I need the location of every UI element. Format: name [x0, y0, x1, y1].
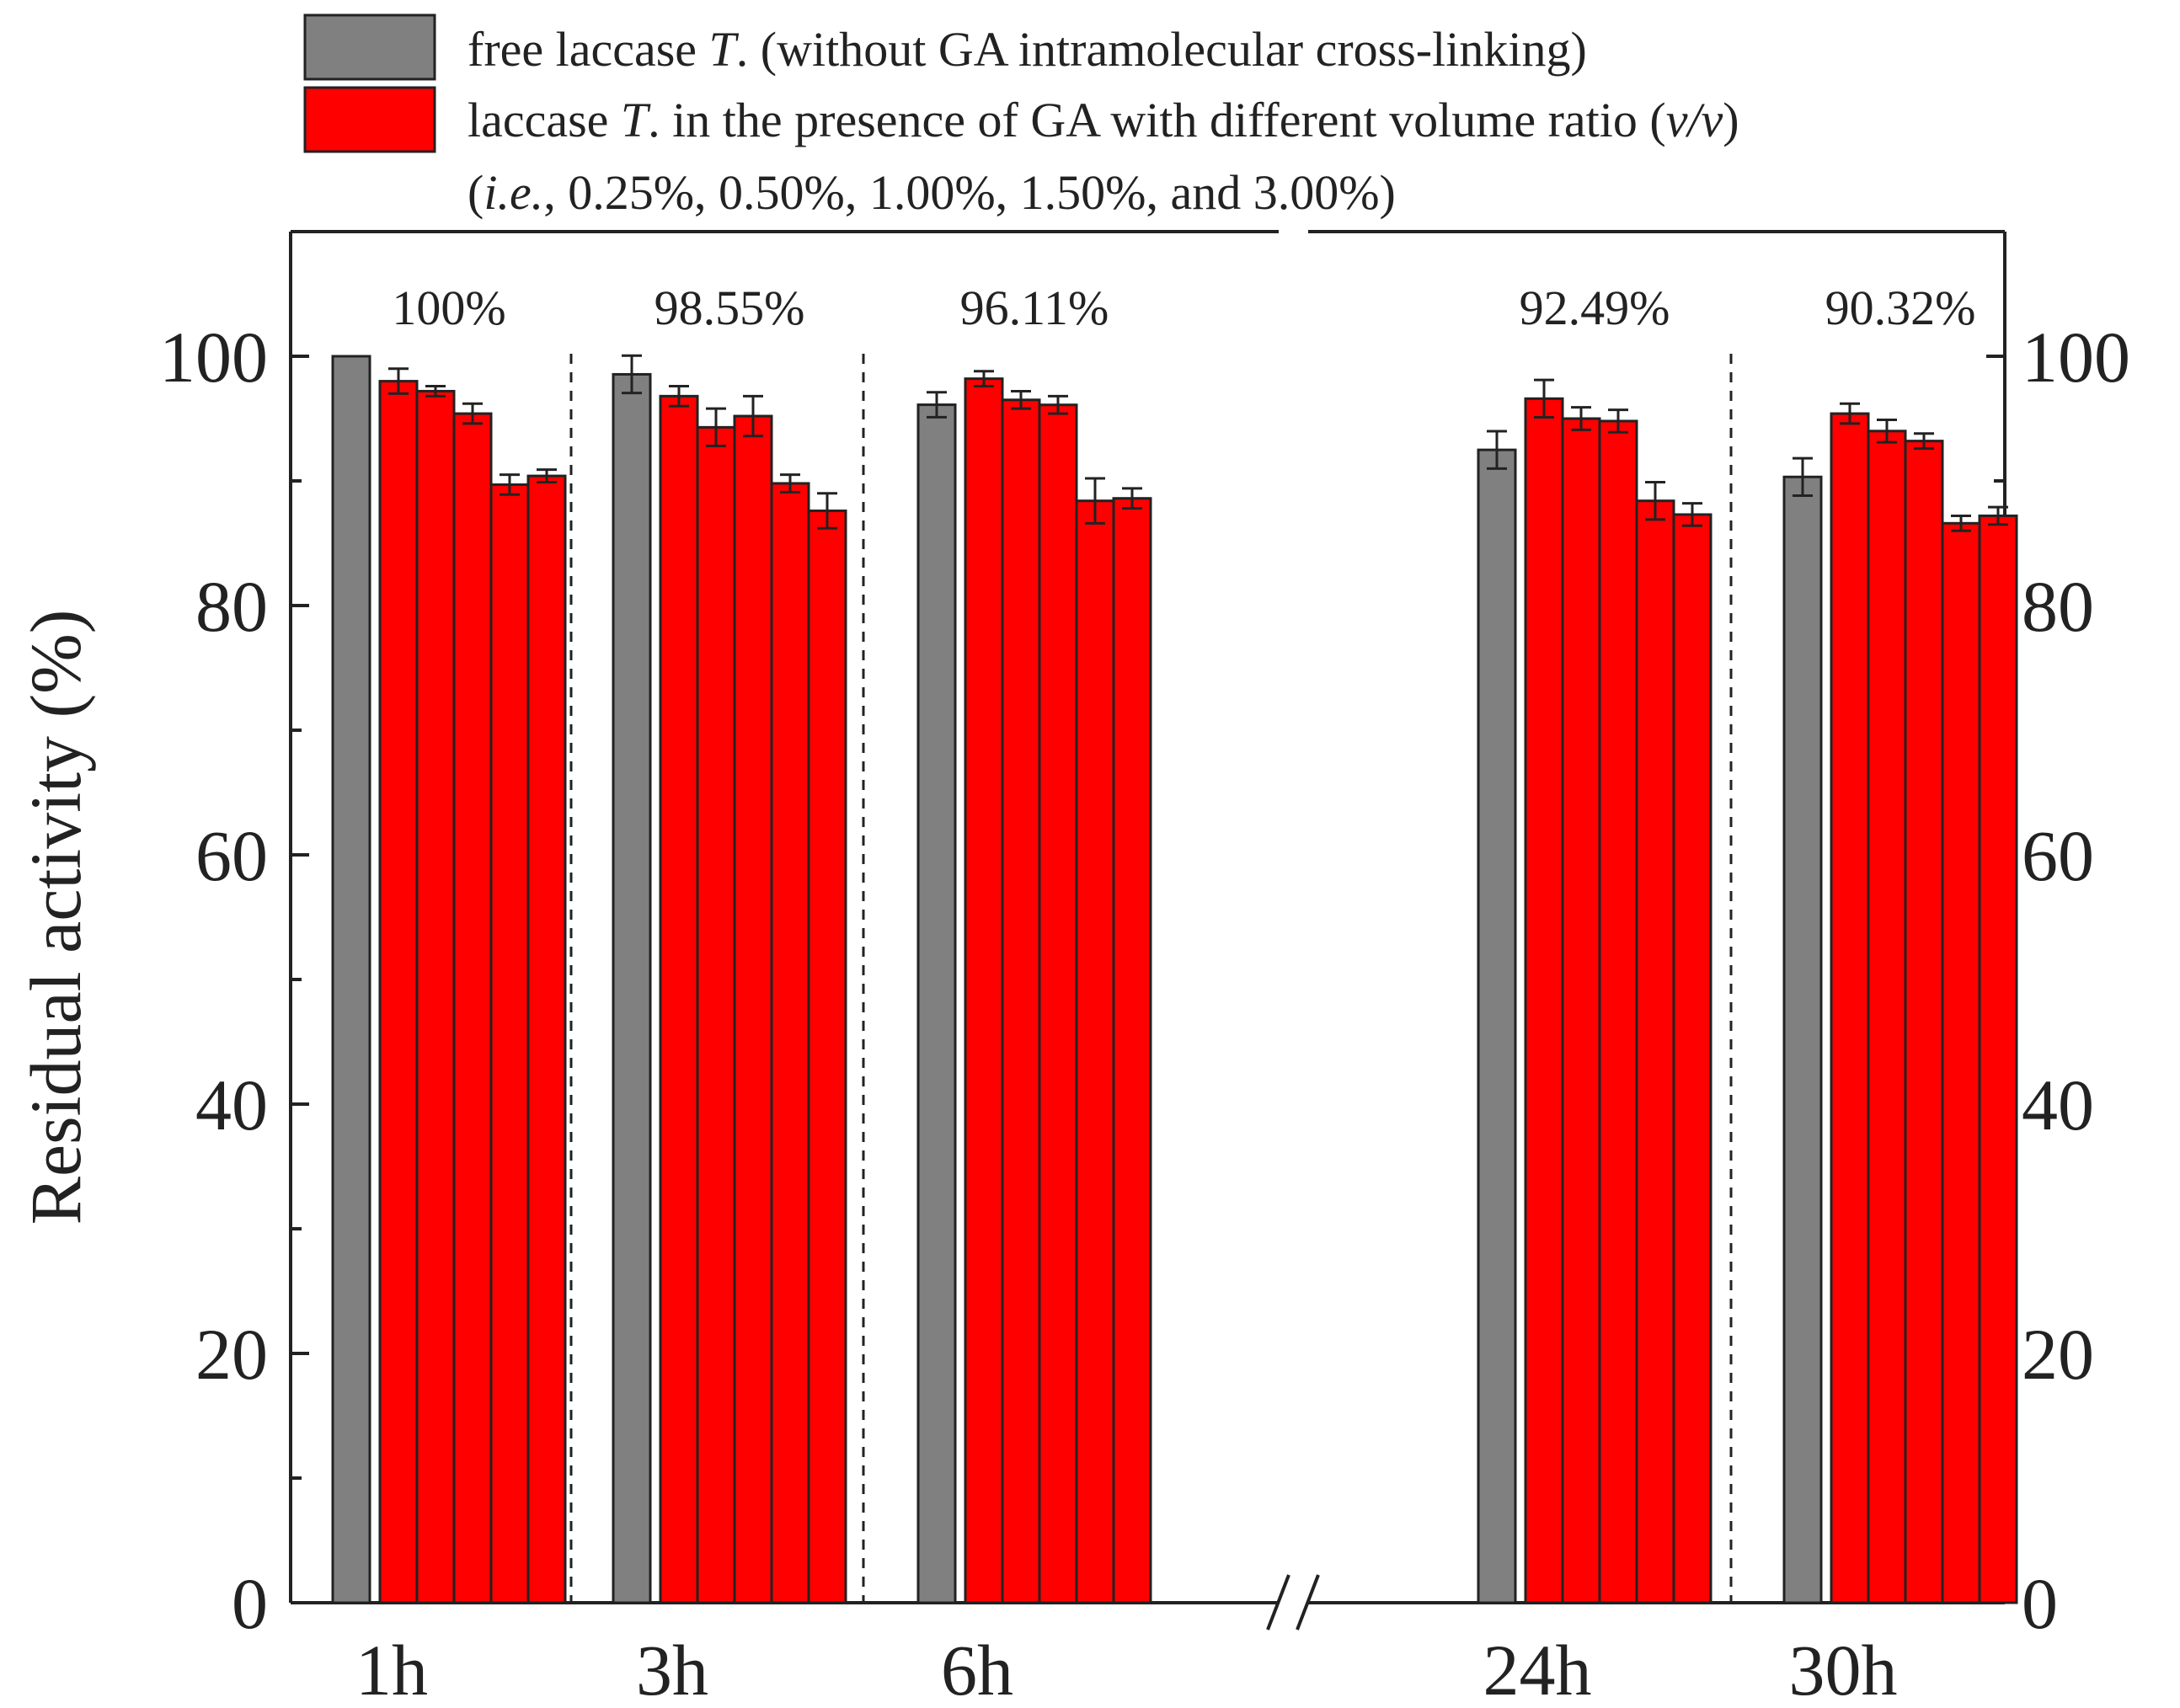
group-value-label-1h: 100%	[392, 280, 505, 335]
x-tick-label-24h: 24h	[1483, 1630, 1592, 1708]
axis-break-mark-1	[1266, 1574, 1290, 1631]
bar-3h-series-2	[696, 425, 736, 1604]
y-axis-label: Residual activity (%)	[15, 610, 96, 1225]
bar-24h-series-1	[1524, 397, 1564, 1604]
bar-24h-series-3	[1598, 419, 1638, 1604]
bar-6h-series-5	[1112, 497, 1152, 1604]
bar-3h-series-0	[612, 372, 652, 1604]
legend: free laccase T. (without GA intramolecul…	[303, 13, 1739, 220]
legend-label-ga-line2: (i.e., 0.25%, 0.50%, 1.00%, 1.50%, and 3…	[468, 165, 1396, 220]
bar-1h-series-4	[489, 483, 530, 1604]
bar-30h-series-0	[1782, 475, 1823, 1604]
bar-3h-series-3	[733, 414, 773, 1604]
bar-1h-series-2	[415, 389, 456, 1604]
bar-30h-series-3	[1904, 440, 1944, 1604]
bar-6h-series-1	[964, 377, 1004, 1604]
bar-6h-series-4	[1075, 499, 1115, 1604]
y-tick-label-left-20: 20	[195, 1314, 268, 1395]
x-tick-label-6h: 6h	[941, 1630, 1013, 1708]
bar-3h-series-4	[770, 482, 810, 1604]
bar-24h-series-2	[1561, 417, 1601, 1604]
group-value-label-24h: 92.49%	[1520, 280, 1670, 335]
y-tick-label-left-0: 0	[232, 1563, 268, 1644]
y-tick-label-left-40: 40	[195, 1065, 268, 1145]
y-tick-label-left-80: 80	[195, 566, 268, 647]
y-tick-label-right-60: 60	[2022, 815, 2094, 896]
bar-30h-series-4	[1941, 521, 1981, 1604]
bar-3h-series-1	[659, 394, 699, 1604]
bar-30h-series-5	[1978, 514, 2018, 1604]
legend-label-ga-line1: laccase T. in the presence of GA with di…	[468, 93, 1739, 147]
bar-1h-series-3	[452, 412, 493, 1604]
bar-6h-series-0	[916, 403, 957, 1604]
group-value-label-30h: 90.32%	[1825, 280, 1976, 335]
y-tick-label-right-100: 100	[2022, 317, 2130, 398]
legend-swatch-ga	[303, 86, 436, 153]
bars	[331, 354, 2018, 1604]
x-tick-label-3h: 3h	[636, 1630, 708, 1708]
y-ticks: 0 0 20 20 40 40 60 60 80 80 100 100	[159, 230, 2130, 1644]
y-tick-label-left-60: 60	[195, 815, 268, 896]
bar-1h-series-0	[331, 355, 371, 1604]
bar-30h-series-2	[1867, 430, 1907, 1604]
x-tick-label-1h: 1h	[355, 1630, 428, 1708]
bar-24h-series-4	[1635, 499, 1675, 1604]
bar-1h-series-1	[378, 380, 419, 1604]
bar-6h-series-3	[1038, 403, 1078, 1604]
y-tick-label-right-40: 40	[2022, 1065, 2094, 1145]
y-tick-label-right-20: 20	[2022, 1314, 2094, 1395]
bar-24h-series-0	[1477, 448, 1517, 1604]
y-tick-label-right-0: 0	[2022, 1563, 2058, 1644]
y-tick-label-left-100: 100	[159, 317, 268, 398]
bar-24h-series-5	[1672, 513, 1712, 1604]
legend-label-free: free laccase T. (without GA intramolecul…	[468, 22, 1587, 77]
y-tick-label-right-80: 80	[2022, 566, 2094, 647]
group-value-label-6h: 96.11%	[960, 280, 1109, 335]
group-labels: 100% 1h 98.55% 3h 96.11% 6h 92.49% 24h 90.32% 30h	[355, 280, 1975, 1708]
axis-break-mark-2	[1296, 1574, 1320, 1631]
legend-swatch-free	[303, 13, 436, 81]
group-value-label-3h: 98.55%	[655, 280, 805, 335]
group-separators	[569, 354, 1733, 1603]
bar-3h-series-5	[807, 510, 847, 1604]
bar-30h-series-1	[1830, 412, 1870, 1604]
x-tick-label-30h: 30h	[1789, 1630, 1898, 1708]
bar-1h-series-5	[526, 474, 567, 1604]
bar-6h-series-2	[1001, 398, 1041, 1604]
